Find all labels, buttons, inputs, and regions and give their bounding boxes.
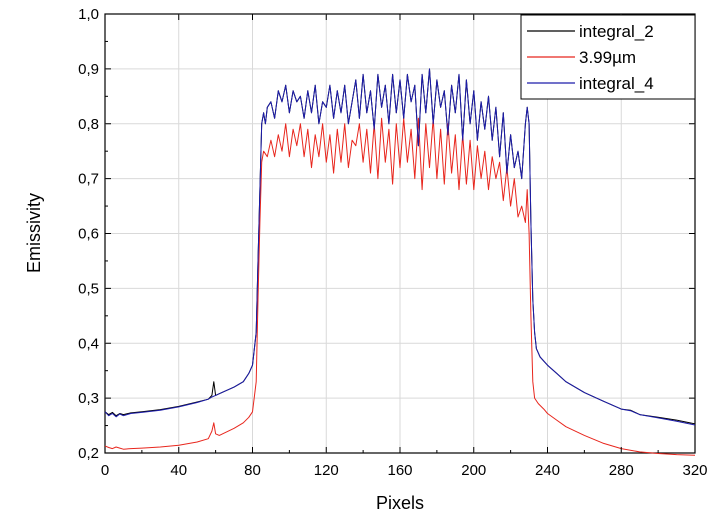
x-tick-label: 160	[387, 462, 412, 479]
minor-ticks	[105, 40, 659, 453]
x-tick-label: 200	[461, 462, 486, 479]
legend: integral_2 3.99µm integral_4	[520, 14, 696, 100]
y-tick-label: 0,3	[78, 390, 99, 407]
y-tick-label: 1,0	[78, 6, 99, 23]
x-tick-label: 240	[535, 462, 560, 479]
series-line-2	[104, 117, 696, 456]
y-tick-label: 0,4	[78, 335, 99, 352]
x-axis-title: Pixels	[376, 493, 424, 513]
grid-lines	[105, 14, 695, 453]
x-tick-label: 80	[244, 462, 261, 479]
x-tick-label: 0	[101, 462, 109, 479]
y-tick-label: 0,5	[78, 280, 99, 297]
x-tick-label: 120	[314, 462, 339, 479]
y-tick-label: 0,6	[78, 226, 99, 243]
y-tick-label: 0,2	[78, 445, 99, 462]
legend-label: integral_4	[579, 74, 654, 93]
legend-label: integral_2	[579, 22, 654, 41]
series-layer	[104, 68, 696, 456]
y-axis-ticks: 0,2 0,3 0,4 0,5 0,6 0,7 0,8 0,9 1,0	[78, 6, 695, 462]
legend-label: 3.99µm	[579, 48, 636, 67]
y-tick-label: 0,7	[78, 171, 99, 188]
x-axis-ticks: 0 40 80 120 160 200 240 280 320	[101, 14, 708, 479]
y-axis-title: Emissivity	[24, 193, 44, 273]
y-tick-label: 0,8	[78, 116, 99, 133]
x-tick-label: 280	[609, 462, 634, 479]
x-tick-label: 40	[170, 462, 187, 479]
y-tick-label: 0,9	[78, 61, 99, 78]
x-tick-label: 320	[682, 462, 707, 479]
series-line-3	[104, 68, 696, 426]
